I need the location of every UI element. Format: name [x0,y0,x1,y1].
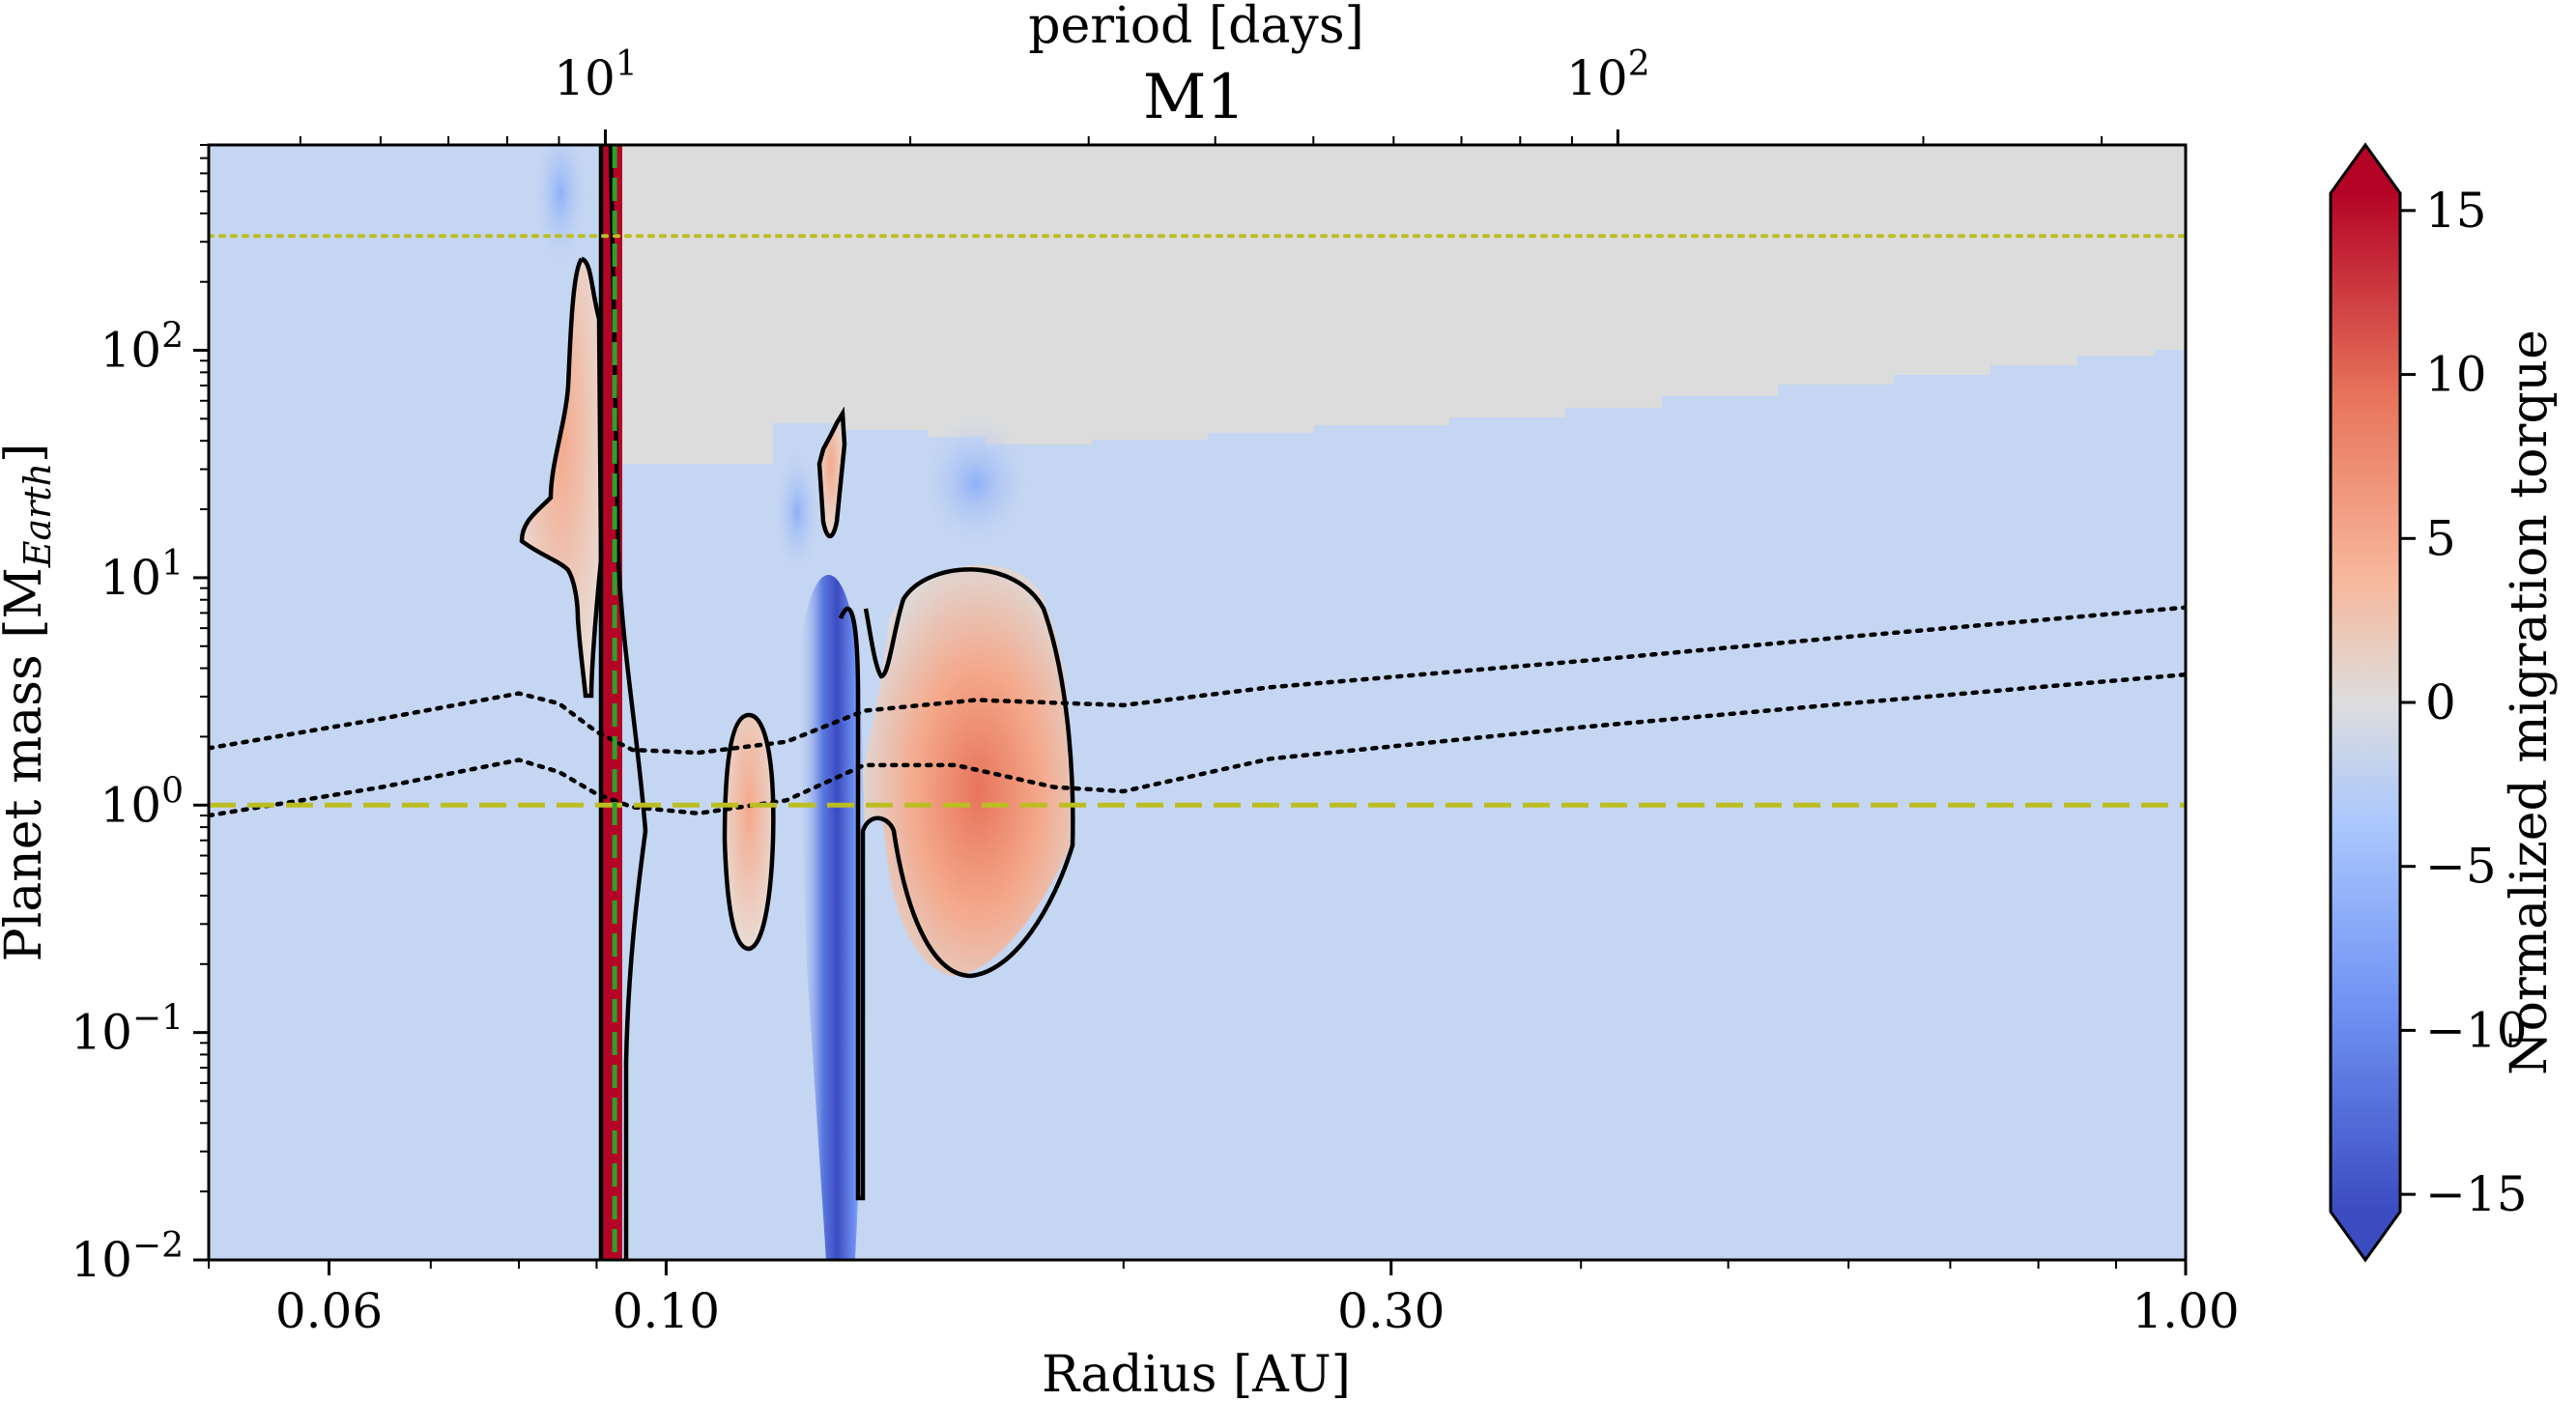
y-tick-label-exp: −1 [132,999,184,1039]
y-axis-title: Planet mass [MEarth] [0,443,59,962]
colorbar-tick-label: 5 [2425,510,2456,566]
y-tick-label-base: 10 [100,777,161,833]
blue-blob [773,444,821,580]
contours [519,145,1075,1260]
x-axis-title: Radius [AU] [1042,1346,1351,1401]
y-tick-label: 101 [100,544,184,606]
contour-upper-lobe [816,406,847,539]
contour-small-lobe [722,712,776,952]
inner-lobe [522,259,601,696]
colorbar-ticks: 15 10 5 0 −5 −10 −15 [2400,183,2528,1222]
negative-trough [797,575,870,1260]
y-tick-label: 10−1 [71,999,184,1061]
top-tick-label-base: 10 [554,50,615,106]
y-tick-label-exp: −2 [132,1226,184,1266]
small-lobe [725,715,774,949]
x-tick-label: 0.06 [275,1283,383,1339]
colorbar-body [2331,193,2400,1212]
plot-frame [207,143,2188,1262]
x-tick-label: 1.00 [2132,1283,2239,1339]
y-tick-label: 102 [100,317,184,379]
colorbar-extend-bottom [2331,1212,2400,1260]
y-tick-label-base: 10 [71,1232,132,1288]
colorbar-extend-top [2331,145,2400,193]
top-tick-label-exp: 2 [1628,44,1650,84]
colorbar-frame [2329,142,2402,1263]
grey-region [609,145,2186,464]
x-tick-label: 0.10 [613,1283,720,1339]
y-axis-title-end: ] [0,443,53,463]
y-tick-label-exp: 2 [161,317,184,357]
contour-inner-lobe [519,256,604,699]
y-tick-label-base: 10 [100,323,161,379]
y-tick-label-exp: 0 [161,771,184,811]
top-tick-label: 102 [1566,44,1650,106]
dotted-curve-lower [209,672,2186,818]
top-tick-label-base: 10 [1566,50,1628,106]
blue-blob [918,415,1034,551]
colorbar-tick-label: 0 [2425,674,2456,730]
top-axis: 101 102 [299,44,2104,145]
y-tick-label-exp: 1 [161,544,184,584]
chart-title: M1 [1143,62,1245,133]
colorbar-title: Normalized migration torque [2501,329,2559,1075]
reference-lines [209,145,2186,1260]
colorbar-tick-label: 15 [2425,183,2487,239]
y-axis-title-main: Planet mass [M [0,567,53,961]
dotted-curve-upper [209,605,2186,756]
y-tick-label-base: 10 [100,550,161,606]
contour-large-lobe [838,567,1075,1201]
colorbar: 15 10 5 0 −5 −10 −15 Normalized migration torq… [2329,142,2559,1263]
top-tick-label: 101 [554,44,638,106]
x-axis: 0.06 0.10 0.30 1.00 [208,1260,2240,1339]
large-lobe [863,564,1073,976]
top-tick-label-exp: 1 [615,44,638,84]
blue-blob [531,145,589,271]
y-tick-label: 100 [100,771,184,833]
contour-spike-right [608,145,648,1260]
colorbar-tick-label: −5 [2425,839,2497,895]
colorbar-tick-label: −15 [2425,1166,2528,1222]
y-axis-title-sub: Earth [16,463,59,568]
y-tick-label-base: 10 [71,1005,132,1061]
x-tick-label: 0.30 [1337,1283,1445,1339]
colorbar-tick-label: −10 [2425,1002,2528,1058]
y-tick-label: 10−2 [71,1226,184,1288]
dotted-curves [209,605,2186,818]
top-axis-title: period [days] [1028,0,1364,55]
colorbar-tick-label: 10 [2425,347,2487,403]
